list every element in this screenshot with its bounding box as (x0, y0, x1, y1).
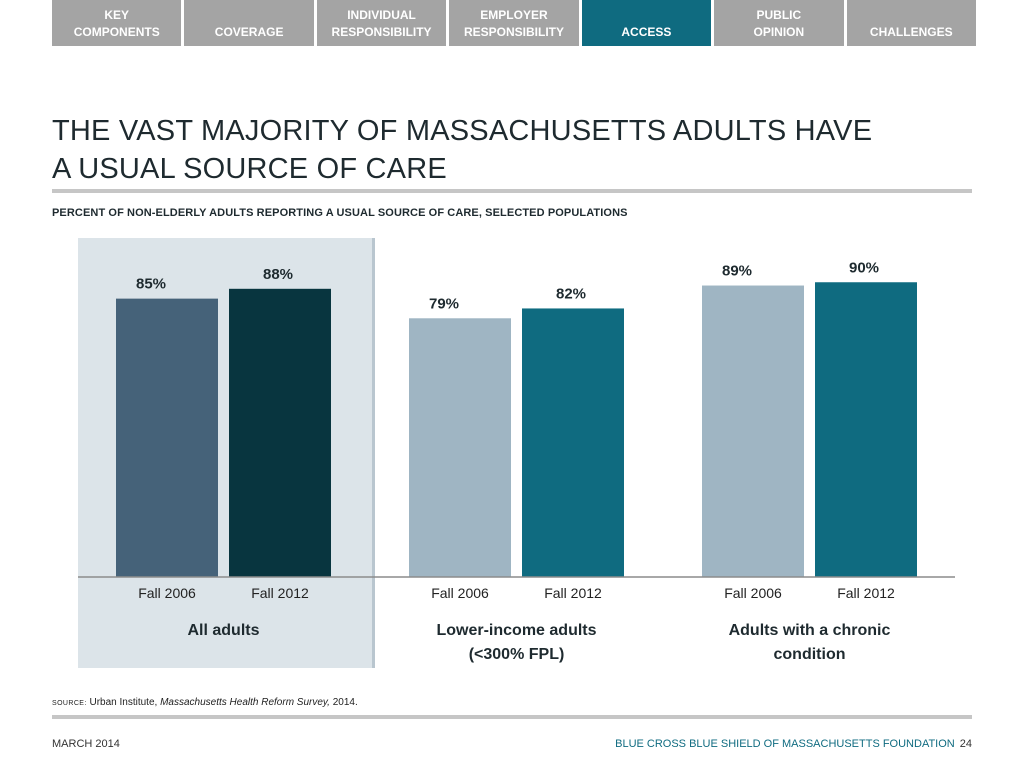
source-note: SOURCE: Urban Institute, Massachusetts H… (52, 697, 358, 708)
x-tick-label: Fall 2006 (431, 585, 489, 601)
tab-label-line2: ACCESS (621, 25, 672, 39)
bar (702, 285, 804, 577)
tab-key-components[interactable]: KEY COMPONENTS (52, 0, 182, 46)
page-title-line1: THE VAST MAJORITY OF MASSACHUSETTS ADULT… (52, 115, 873, 147)
x-tick-label: Fall 2006 (724, 585, 782, 601)
tab-label-line2: OPINION (753, 25, 805, 39)
tab-challenges[interactable]: CHALLENGES (846, 0, 976, 46)
organization-name: BLUE CROSS BLUE SHIELD OF MASSACHUSETTS … (615, 738, 955, 750)
x-tick-label: Fall 2006 (138, 585, 196, 601)
x-tick-label: Fall 2012 (837, 585, 895, 601)
x-tick-label: Fall 2012 (544, 585, 602, 601)
bar (229, 288, 331, 577)
source-year: 2014. (332, 697, 358, 708)
tab-access[interactable]: ACCESS (581, 0, 712, 46)
tab-label-line1: PUBLIC (756, 8, 802, 22)
source-org: Urban Institute, (89, 697, 158, 708)
tab-label-line1: EMPLOYER (480, 8, 548, 22)
data-label: 88% (263, 266, 293, 283)
footer-date: MARCH 2014 (52, 738, 120, 750)
group-label: Adults with a chronic (729, 622, 891, 639)
tab-label-line2: CHALLENGES (869, 25, 953, 39)
group-label: condition (774, 646, 846, 663)
tab-label-line2: RESPONSIBILITY (463, 25, 564, 39)
source-label: SOURCE: (52, 700, 87, 707)
group-label: (<300% FPL) (469, 646, 565, 663)
tab-label-line2: COMPONENTS (73, 25, 160, 39)
tab-public-opinion[interactable]: PUBLIC OPINION (714, 0, 844, 46)
footer-divider (52, 715, 972, 719)
source-title: Massachusetts Health Reform Survey, (160, 697, 330, 708)
data-label: 82% (556, 285, 586, 302)
tab-individual-responsibility[interactable]: INDIVIDUAL RESPONSIBILITY (316, 0, 447, 46)
group-label: All adults (187, 622, 259, 639)
bar (409, 318, 511, 577)
tab-label-line2: RESPONSIBILITY (331, 25, 432, 39)
tab-label-line1: INDIVIDUAL (347, 8, 416, 22)
tab-label-line1: KEY (104, 8, 130, 22)
group-label: Lower-income adults (436, 622, 596, 639)
tab-label-line2: COVERAGE (214, 25, 284, 39)
x-tick-label: Fall 2012 (251, 585, 309, 601)
highlight-panel-edge (372, 238, 375, 668)
page-number: 24 (959, 738, 972, 750)
section-nav: KEY COMPONENTS COVERAGE INDIVIDUAL RESPO… (52, 0, 976, 46)
data-label: 89% (722, 263, 752, 280)
data-label: 79% (429, 295, 459, 312)
data-label: 90% (849, 259, 879, 276)
tab-coverage[interactable]: COVERAGE (184, 0, 314, 46)
bar (815, 282, 917, 577)
chart-subtitle: PERCENT OF NON-ELDERLY ADULTS REPORTING … (52, 207, 628, 219)
page-title-line2: A USUAL SOURCE OF CARE (52, 153, 447, 185)
bar (522, 308, 624, 577)
footer-organization: BLUE CROSS BLUE SHIELD OF MASSACHUSETTS … (615, 738, 972, 750)
data-label: 85% (136, 276, 166, 293)
page-title: THE VAST MAJORITY OF MASSACHUSETTS ADULT… (52, 112, 932, 188)
tab-employer-responsibility[interactable]: EMPLOYER RESPONSIBILITY (449, 0, 579, 46)
bar (116, 298, 218, 577)
title-divider (52, 189, 972, 193)
